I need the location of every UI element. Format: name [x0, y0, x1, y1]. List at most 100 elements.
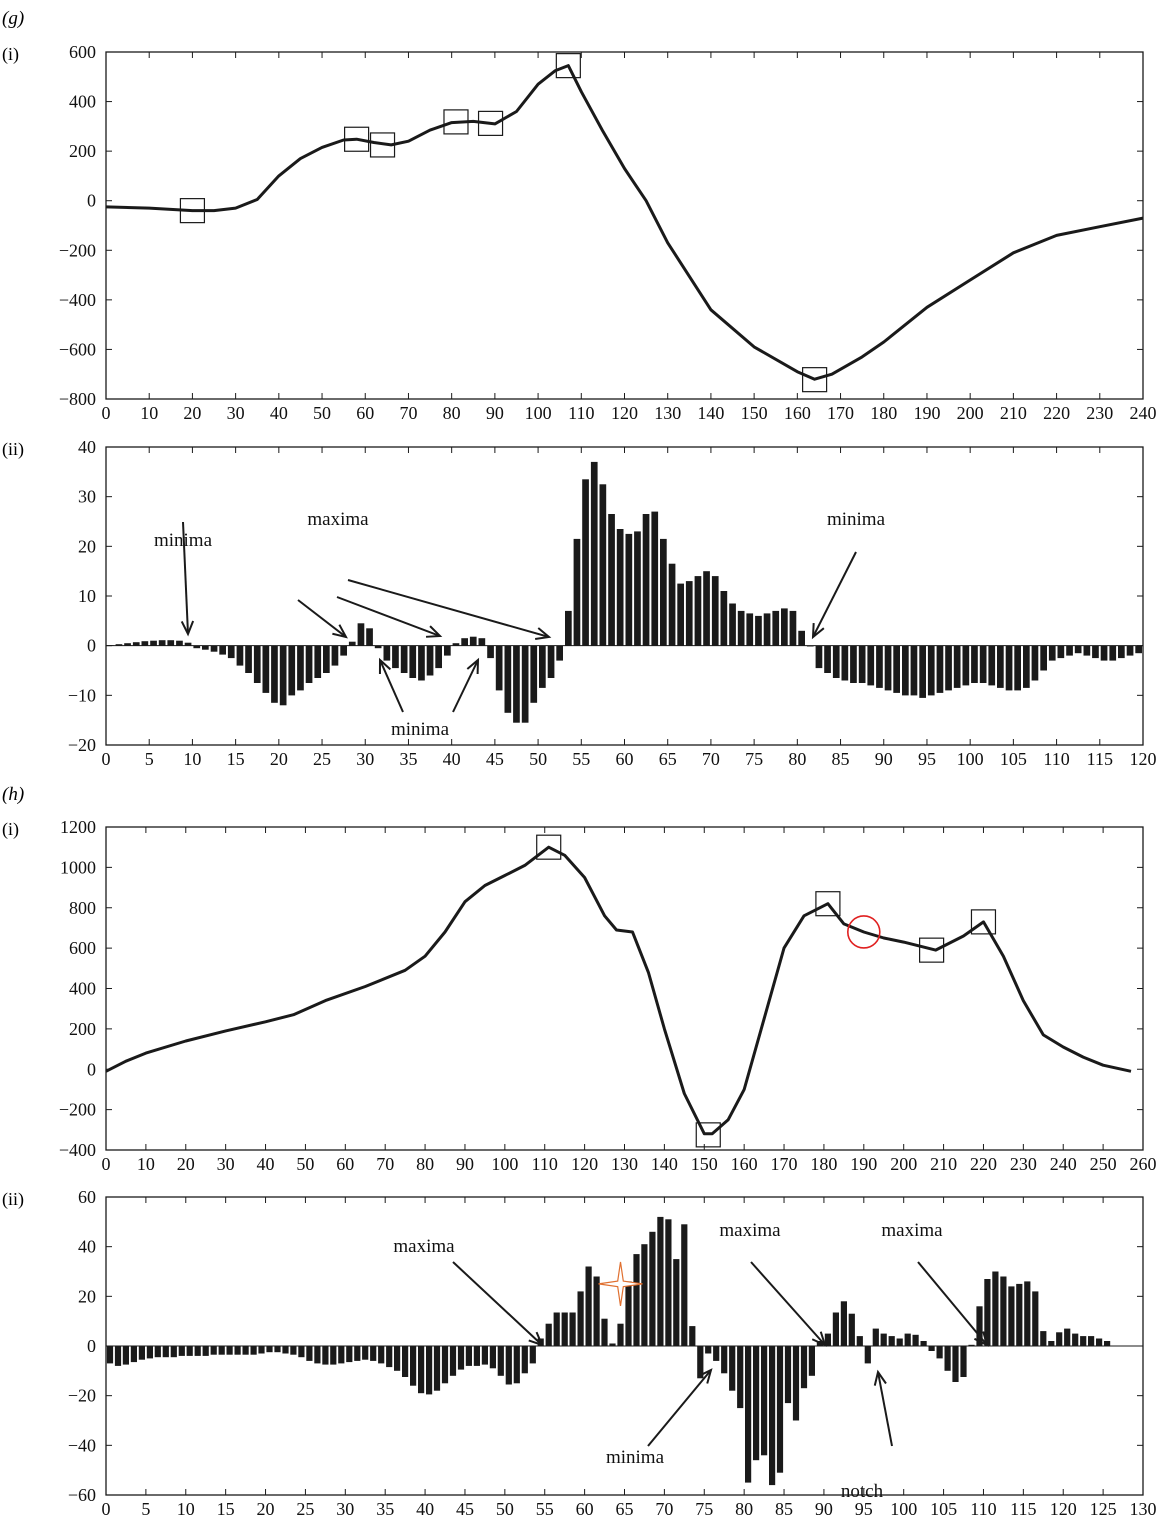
bar [271, 645, 278, 703]
x-tick-label: 100 [525, 403, 552, 423]
bar [122, 1346, 129, 1365]
bar [452, 643, 460, 646]
bar [386, 1346, 393, 1368]
x-tick-label: 40 [257, 1154, 275, 1174]
sublabel-g_i: (i) [2, 44, 19, 65]
bar [832, 1312, 839, 1346]
bar [253, 645, 261, 683]
annotation-arrowhead [873, 1369, 887, 1386]
bar [314, 645, 322, 678]
x-tick-label: 260 [1130, 1154, 1157, 1174]
bar [357, 623, 365, 646]
bar [322, 1346, 329, 1365]
bar [936, 645, 944, 693]
bar [593, 1276, 600, 1346]
bar [1118, 645, 1125, 659]
bar [478, 638, 486, 646]
bar [1104, 1341, 1111, 1346]
chart-g-i: (i) 0 10 20 30 40 50 60 70 80 90 100 110 120 130 140 150… [2, 42, 1157, 423]
bar [582, 479, 589, 646]
y-tick-label: 1200 [60, 817, 96, 837]
annotation-arrowhead [811, 1331, 827, 1347]
x-tick-label: 90 [815, 1499, 833, 1519]
bar [711, 576, 719, 646]
bar [426, 645, 434, 676]
x-tick-label: 115 [1087, 749, 1113, 769]
chart-h-i: (i) 0 10 20 30 40 50 60 70 80 90 100 110 120 130 140 150… [2, 817, 1157, 1174]
annotation-arrowhead [698, 1368, 713, 1384]
x-tick-label: 150 [691, 1154, 718, 1174]
bar [798, 630, 805, 646]
bar [1032, 1291, 1039, 1346]
y-tick-label: 0 [87, 1059, 96, 1079]
y-tick-label: −600 [59, 339, 96, 359]
y-tick-label: 40 [78, 1237, 96, 1257]
x-tick-label: 20 [270, 749, 288, 769]
bar [457, 1346, 465, 1370]
x-tick-label: 150 [741, 403, 768, 423]
extremum-marker-box [555, 53, 581, 79]
bar [609, 1343, 616, 1346]
x-tick-label: 120 [1130, 749, 1157, 769]
bar [1080, 1336, 1087, 1346]
bar [331, 645, 339, 666]
bar [297, 645, 304, 691]
y-tick-label: 200 [69, 1019, 96, 1039]
x-tick-label: 20 [257, 1499, 275, 1519]
x-tick-label: 70 [655, 1499, 673, 1519]
bar [841, 645, 849, 681]
bar [761, 1346, 768, 1456]
x-tick-label: 75 [745, 749, 763, 769]
bar [960, 1346, 967, 1377]
y-tick-label: 600 [69, 42, 96, 62]
bar [158, 640, 166, 646]
bar [124, 643, 131, 646]
bar [418, 645, 425, 681]
bar [608, 514, 615, 646]
annotation-arrowhead [535, 627, 552, 640]
bar [444, 645, 451, 656]
panel-label-g: (g) [2, 8, 24, 29]
x-tick-label: 160 [731, 1154, 758, 1174]
x-tick-label: 170 [771, 1154, 798, 1174]
x-tick-label: 55 [536, 1499, 554, 1519]
y-tick-label: −20 [68, 1386, 96, 1406]
bar [808, 1346, 815, 1376]
extremum-marker-box [477, 110, 504, 136]
bar [1088, 1336, 1095, 1346]
bar [815, 645, 823, 669]
y-tick-label: −200 [59, 1100, 96, 1120]
y-tick-label: −40 [68, 1435, 96, 1455]
bar [1024, 1281, 1031, 1346]
bar [971, 645, 978, 683]
series-line-g_i [105, 64, 1144, 381]
x-tick-label: 30 [356, 749, 374, 769]
bar [888, 1336, 895, 1346]
bar [910, 645, 918, 696]
bar [705, 1346, 712, 1354]
annotation-arrowhead [811, 622, 825, 640]
bar [753, 1346, 760, 1461]
x-tick-label: 230 [1010, 1154, 1037, 1174]
bar [867, 645, 875, 686]
bar [1016, 1283, 1023, 1346]
bar [904, 1333, 911, 1346]
x-tick-label: 20 [183, 403, 201, 423]
bar [1056, 1332, 1063, 1346]
bar [858, 645, 866, 683]
x-tick-label: 35 [376, 1499, 394, 1519]
x-tick-label: 0 [102, 403, 111, 423]
bar [449, 1346, 457, 1376]
bar [346, 1346, 353, 1363]
bar [856, 1336, 863, 1346]
bar [481, 1346, 488, 1365]
annotation-arrowhead [332, 624, 348, 639]
bar [763, 613, 771, 646]
star-marker [598, 1261, 643, 1306]
bar [781, 608, 788, 646]
bar [936, 1346, 943, 1359]
bar [577, 1291, 584, 1346]
x-tick-label: 45 [486, 749, 504, 769]
x-tick-label: 40 [270, 403, 288, 423]
x-tick-label: 10 [140, 403, 158, 423]
